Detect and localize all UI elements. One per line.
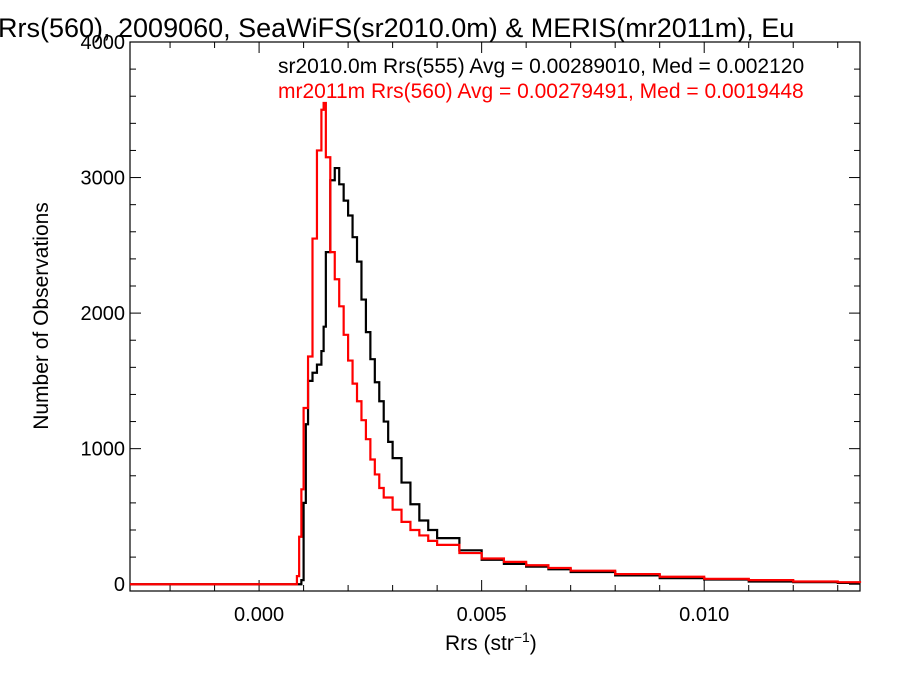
y-tick-label: 4000 — [81, 32, 126, 54]
plot-frame — [129, 41, 861, 592]
y-tick-label: 2000 — [81, 303, 126, 325]
x-tick-label: 0.005 — [457, 604, 507, 626]
x-axis-label-close: ) — [530, 632, 537, 655]
y-tick-label: 1000 — [81, 439, 126, 461]
legend-entry-red: mr2011m Rrs(560) Avg = 0.00279491, Med =… — [278, 80, 804, 103]
y-axis-label: Number of Observations — [30, 202, 53, 430]
chart-title: Rrs(560), 2009060, SeaWiFS(sr2010.0m) & … — [0, 13, 794, 43]
legend-entry-black: sr2010.0m Rrs(555) Avg = 0.00289010, Med… — [278, 55, 804, 78]
x-axis-label-main: Rrs (str — [445, 632, 514, 655]
axis-ticks — [130, 41, 860, 591]
axis-tick-labels: 0.000 0.005 0.010 0 1000 2000 3000 4000 — [81, 32, 730, 626]
x-tick-label: 0.010 — [679, 604, 729, 626]
y-tick-label: 0 — [114, 574, 125, 596]
y-tick-label: 3000 — [81, 168, 126, 190]
series-line-black — [130, 166, 860, 586]
x-axis-label: Rrs (str−1) — [445, 629, 537, 655]
series-layer — [130, 101, 862, 586]
x-axis-label-superscript: −1 — [514, 629, 530, 645]
x-tick-label: 0.000 — [234, 604, 284, 626]
series-line-red — [130, 101, 862, 586]
